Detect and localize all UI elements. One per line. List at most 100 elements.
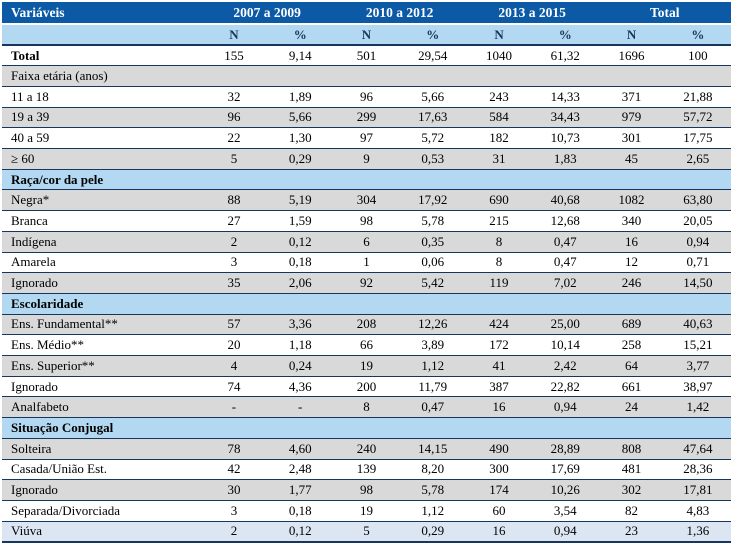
cell-value: 1,30 [267,127,334,150]
cell-value: 17,81 [664,479,731,501]
cell-value: 1,12 [399,500,466,522]
cell-value: - [267,396,334,419]
cell-value: 1,59 [267,210,334,232]
cell-value: 14,33 [532,86,599,108]
subheader-pct-4: % [664,24,731,46]
cell-value: 97 [333,127,400,150]
cell-value: 19 [333,500,400,522]
cell-value: 119 [465,272,533,294]
row-label: Ens. Superior** [2,355,201,377]
cell-value: 0,12 [267,521,334,543]
cell-value: 22,82 [532,376,599,398]
cell-value: 387 [465,376,533,398]
cell-value: 31 [465,148,533,170]
column-header-period-2010-2012: 2010 a 2012 [333,2,466,25]
cell-value: 3,77 [664,355,731,377]
cell-value: 8 [465,231,533,253]
row-label: 19 a 39 [2,107,201,129]
table-row: Casada/União Est. 42 2,48 139 8,20 300 17,69 48… [2,459,731,481]
cell-value: 0,06 [399,252,466,274]
table-row: Ignorado 30 1,77 98 5,78 174 10,26 302 17,81 [2,479,731,501]
cell-value: 0,35 [399,231,466,253]
cell-value: 0,94 [532,521,599,543]
cell-value: 300 [465,459,533,481]
cell-value: 98 [333,479,400,501]
row-label: Raça/cor da pele [2,169,731,191]
cell-value: 20 [200,334,268,357]
cell-value: 3,54 [532,500,599,522]
row-label: Indígena [2,231,201,253]
cell-value: 501 [333,45,400,67]
cell-value: 100 [664,45,731,67]
cell-value: 0,24 [267,355,334,377]
row-label: Amarela [2,252,201,274]
cell-value: 2,42 [532,355,599,377]
section-row: Situação Conjugal [2,417,731,439]
subheader-n-2: N [333,24,400,46]
cell-value: 8 [333,396,400,419]
row-label: Analfabeto [2,396,201,419]
cell-value: 182 [465,127,533,150]
cell-value: 20,05 [664,210,731,232]
cell-value: 5,78 [399,479,466,501]
cell-value: 302 [598,479,665,501]
row-label: Escolaridade [2,293,731,315]
cell-value: 1,36 [664,521,731,543]
cell-value: 301 [598,127,665,150]
cell-value: 690 [465,189,533,212]
cell-value: 3 [200,500,268,522]
cell-value: 16 [465,396,533,419]
row-label: Separada/Divorciada [2,500,201,522]
cell-value: 27 [200,210,268,232]
cell-value: 92 [333,272,400,294]
cell-value: 64 [598,355,665,377]
cell-value: 1,89 [267,86,334,108]
subheader-n-3: N [465,24,533,46]
cell-value: 8,20 [399,459,466,481]
cell-value: 57 [200,314,268,336]
table-subheader-row: N % N % N % N % [2,24,731,46]
cell-value: 304 [333,189,400,212]
cell-value: 22 [200,127,268,150]
column-header-period-2007-2009: 2007 a 2009 [200,2,334,25]
cell-value: 1,77 [267,479,334,501]
cell-value: 0,18 [267,252,334,274]
cell-value: 371 [598,86,665,108]
cell-value: 38,97 [664,376,731,398]
cell-value: 1,12 [399,355,466,377]
cell-value: 66 [333,334,400,357]
cell-value: 82 [598,500,665,522]
cell-value: 3,36 [267,314,334,336]
cell-value: 215 [465,210,533,232]
cell-value: 25,00 [532,314,599,336]
cell-value: 10,73 [532,127,599,150]
cell-value: 29,54 [399,45,466,67]
table-row: Amarela 3 0,18 1 0,06 8 0,47 12 0,71 [2,252,731,274]
subheader-n-4: N [598,24,665,46]
table-row: Total 155 9,14 501 29,54 1040 61,32 1696 100 [2,45,731,67]
cell-value: 243 [465,86,533,108]
cell-value: 41 [465,355,533,377]
cell-value: 74 [200,376,268,398]
cell-value: 23 [598,521,665,543]
section-row: Faixa etária (anos) [2,65,731,87]
row-label: 40 a 59 [2,127,201,150]
cell-value: 17,63 [399,107,466,129]
cell-value: 0,94 [532,396,599,419]
cell-value: 1,83 [532,148,599,170]
cell-value: 4 [200,355,268,377]
cell-value: 5,19 [267,189,334,212]
table-row: Ens. Superior** 4 0,24 19 1,12 41 2,42 64 3,77 [2,355,731,377]
cell-value: 17,69 [532,459,599,481]
cell-value: 340 [598,210,665,232]
cell-value: 98 [333,210,400,232]
cell-value: 5,66 [267,107,334,129]
cell-value: 60 [465,500,533,522]
cell-value: 139 [333,459,400,481]
cell-value: 24 [598,396,665,419]
table-row: Viúva 2 0,12 5 0,29 16 0,94 23 1,36 [2,521,731,543]
cell-value: 172 [465,334,533,357]
row-label: Solteira [2,438,201,460]
cell-value: 5 [200,148,268,170]
table-row: Indígena 2 0,12 6 0,35 8 0,47 16 0,94 [2,231,731,253]
